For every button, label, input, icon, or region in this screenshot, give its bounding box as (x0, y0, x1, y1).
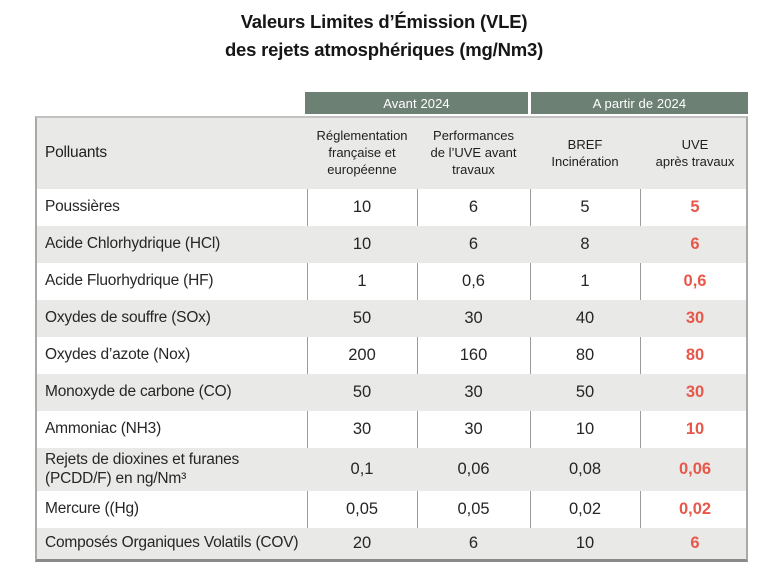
table-row: Rejets de dioxines et furanes (PCDD/F) e… (37, 448, 746, 491)
group-header-avant-2024: Avant 2024 (305, 92, 528, 114)
value-cell: 8 (580, 235, 590, 253)
value-cell: 6 (468, 534, 479, 552)
table-grid: Polluants Réglementation française et eu… (35, 116, 748, 562)
value-cell: 20 (352, 534, 372, 552)
uve-after-value: 6 (690, 235, 700, 253)
value-cell: 5 (530, 189, 640, 226)
uve-after-value: 30 (685, 309, 705, 327)
value-cell: 1 (530, 263, 640, 300)
table-row: Composés Organiques Volatils (COV) 20 6 … (37, 528, 746, 559)
group-header-apartir-2024: A partir de 2024 (531, 92, 748, 114)
table-row: Poussières 10 6 5 5 (37, 189, 746, 226)
column-header-polluants: Polluants (45, 144, 107, 162)
table-row: Monoxyde de carbone (CO) 50 30 50 30 (37, 374, 746, 411)
pollutant-label: Mercure ((Hg) (45, 500, 139, 518)
uve-after-value: 0,06 (678, 460, 712, 478)
uve-after-value: 5 (640, 189, 750, 226)
value-cell: 0,05 (417, 491, 530, 528)
pollutant-label: Oxydes d’azote (Nox) (45, 346, 191, 364)
pollutant-label: Monoxyde de carbone (CO) (45, 383, 232, 401)
value-cell: 0,08 (568, 460, 602, 478)
value-cell: 50 (352, 309, 372, 327)
value-cell: 0,06 (457, 460, 490, 478)
table-row: Mercure ((Hg) 0,05 0,05 0,02 0,02 (37, 491, 746, 528)
value-cell: 10 (352, 235, 372, 253)
pollutant-label: Rejets de dioxines et furanes (PCDD/F) e… (45, 451, 240, 487)
table-row: Oxydes de souffre (SOx) 50 30 40 30 (37, 300, 746, 337)
value-cell: 0,1 (350, 460, 374, 478)
table-row: Acide Fluorhydrique (HF) 1 0,6 1 0,6 (37, 263, 746, 300)
value-cell: 10 (575, 534, 595, 552)
pollutant-label: Composés Organiques Volatils (COV) (45, 534, 299, 552)
value-cell: 30 (464, 383, 483, 401)
value-cell: 80 (530, 337, 640, 374)
value-cell: 1 (307, 263, 417, 300)
value-cell: 6 (468, 235, 479, 253)
value-cell: 30 (307, 411, 417, 448)
pollutant-label: Ammoniac (NH3) (45, 420, 162, 438)
uve-after-value: 10 (640, 411, 750, 448)
uve-after-value: 30 (685, 383, 705, 401)
value-cell: 160 (417, 337, 530, 374)
value-cell: 6 (417, 189, 530, 226)
value-cell: 10 (307, 189, 417, 226)
value-cell: 50 (352, 383, 372, 401)
pollutant-label: Acide Fluorhydrique (HF) (45, 272, 214, 290)
column-header-uve-apres: UVE après travaux (655, 136, 735, 169)
value-cell: 30 (464, 309, 483, 327)
value-cell: 0,6 (417, 263, 530, 300)
value-cell: 30 (417, 411, 530, 448)
page-title: Valeurs Limites d’Émission (VLE) des rej… (0, 8, 768, 64)
table-row: Acide Chlorhydrique (HCl) 10 6 8 6 (37, 226, 746, 263)
pollutant-label: Acide Chlorhydrique (HCl) (45, 235, 221, 253)
table-row: Ammoniac (NH3) 30 30 10 10 (37, 411, 746, 448)
value-cell: 200 (307, 337, 417, 374)
column-header-performances: Performances de l’UVE avant travaux (430, 128, 517, 177)
value-cell: 50 (575, 383, 595, 401)
value-cell: 40 (575, 309, 595, 327)
period-header-band: Avant 2024 A partir de 2024 (305, 92, 748, 114)
column-header-bref: BREF Incinération (551, 136, 619, 169)
value-cell: 0,05 (307, 491, 417, 528)
uve-after-value: 0,6 (640, 263, 750, 300)
title-line-2: des rejets atmosphériques (mg/Nm3) (224, 39, 544, 60)
table-row: Oxydes d’azote (Nox) 200 160 80 80 (37, 337, 746, 374)
value-cell: 0,02 (530, 491, 640, 528)
pollutant-label: Oxydes de souffre (SOx) (45, 309, 211, 327)
title-line-1: Valeurs Limites d’Émission (VLE) (240, 11, 528, 32)
pollutant-label: Poussières (45, 198, 120, 216)
emission-limits-table: Avant 2024 A partir de 2024 Polluants Ré… (35, 92, 748, 562)
table-header-row: Polluants Réglementation française et eu… (37, 118, 746, 189)
uve-after-value: 0,02 (640, 491, 750, 528)
uve-after-value: 80 (640, 337, 750, 374)
uve-after-value: 6 (690, 534, 700, 552)
value-cell: 10 (530, 411, 640, 448)
table-body: Poussières 10 6 5 5 Acide Chlorhydrique … (37, 189, 746, 559)
column-header-reglementation: Réglementation française et européenne (316, 128, 408, 177)
